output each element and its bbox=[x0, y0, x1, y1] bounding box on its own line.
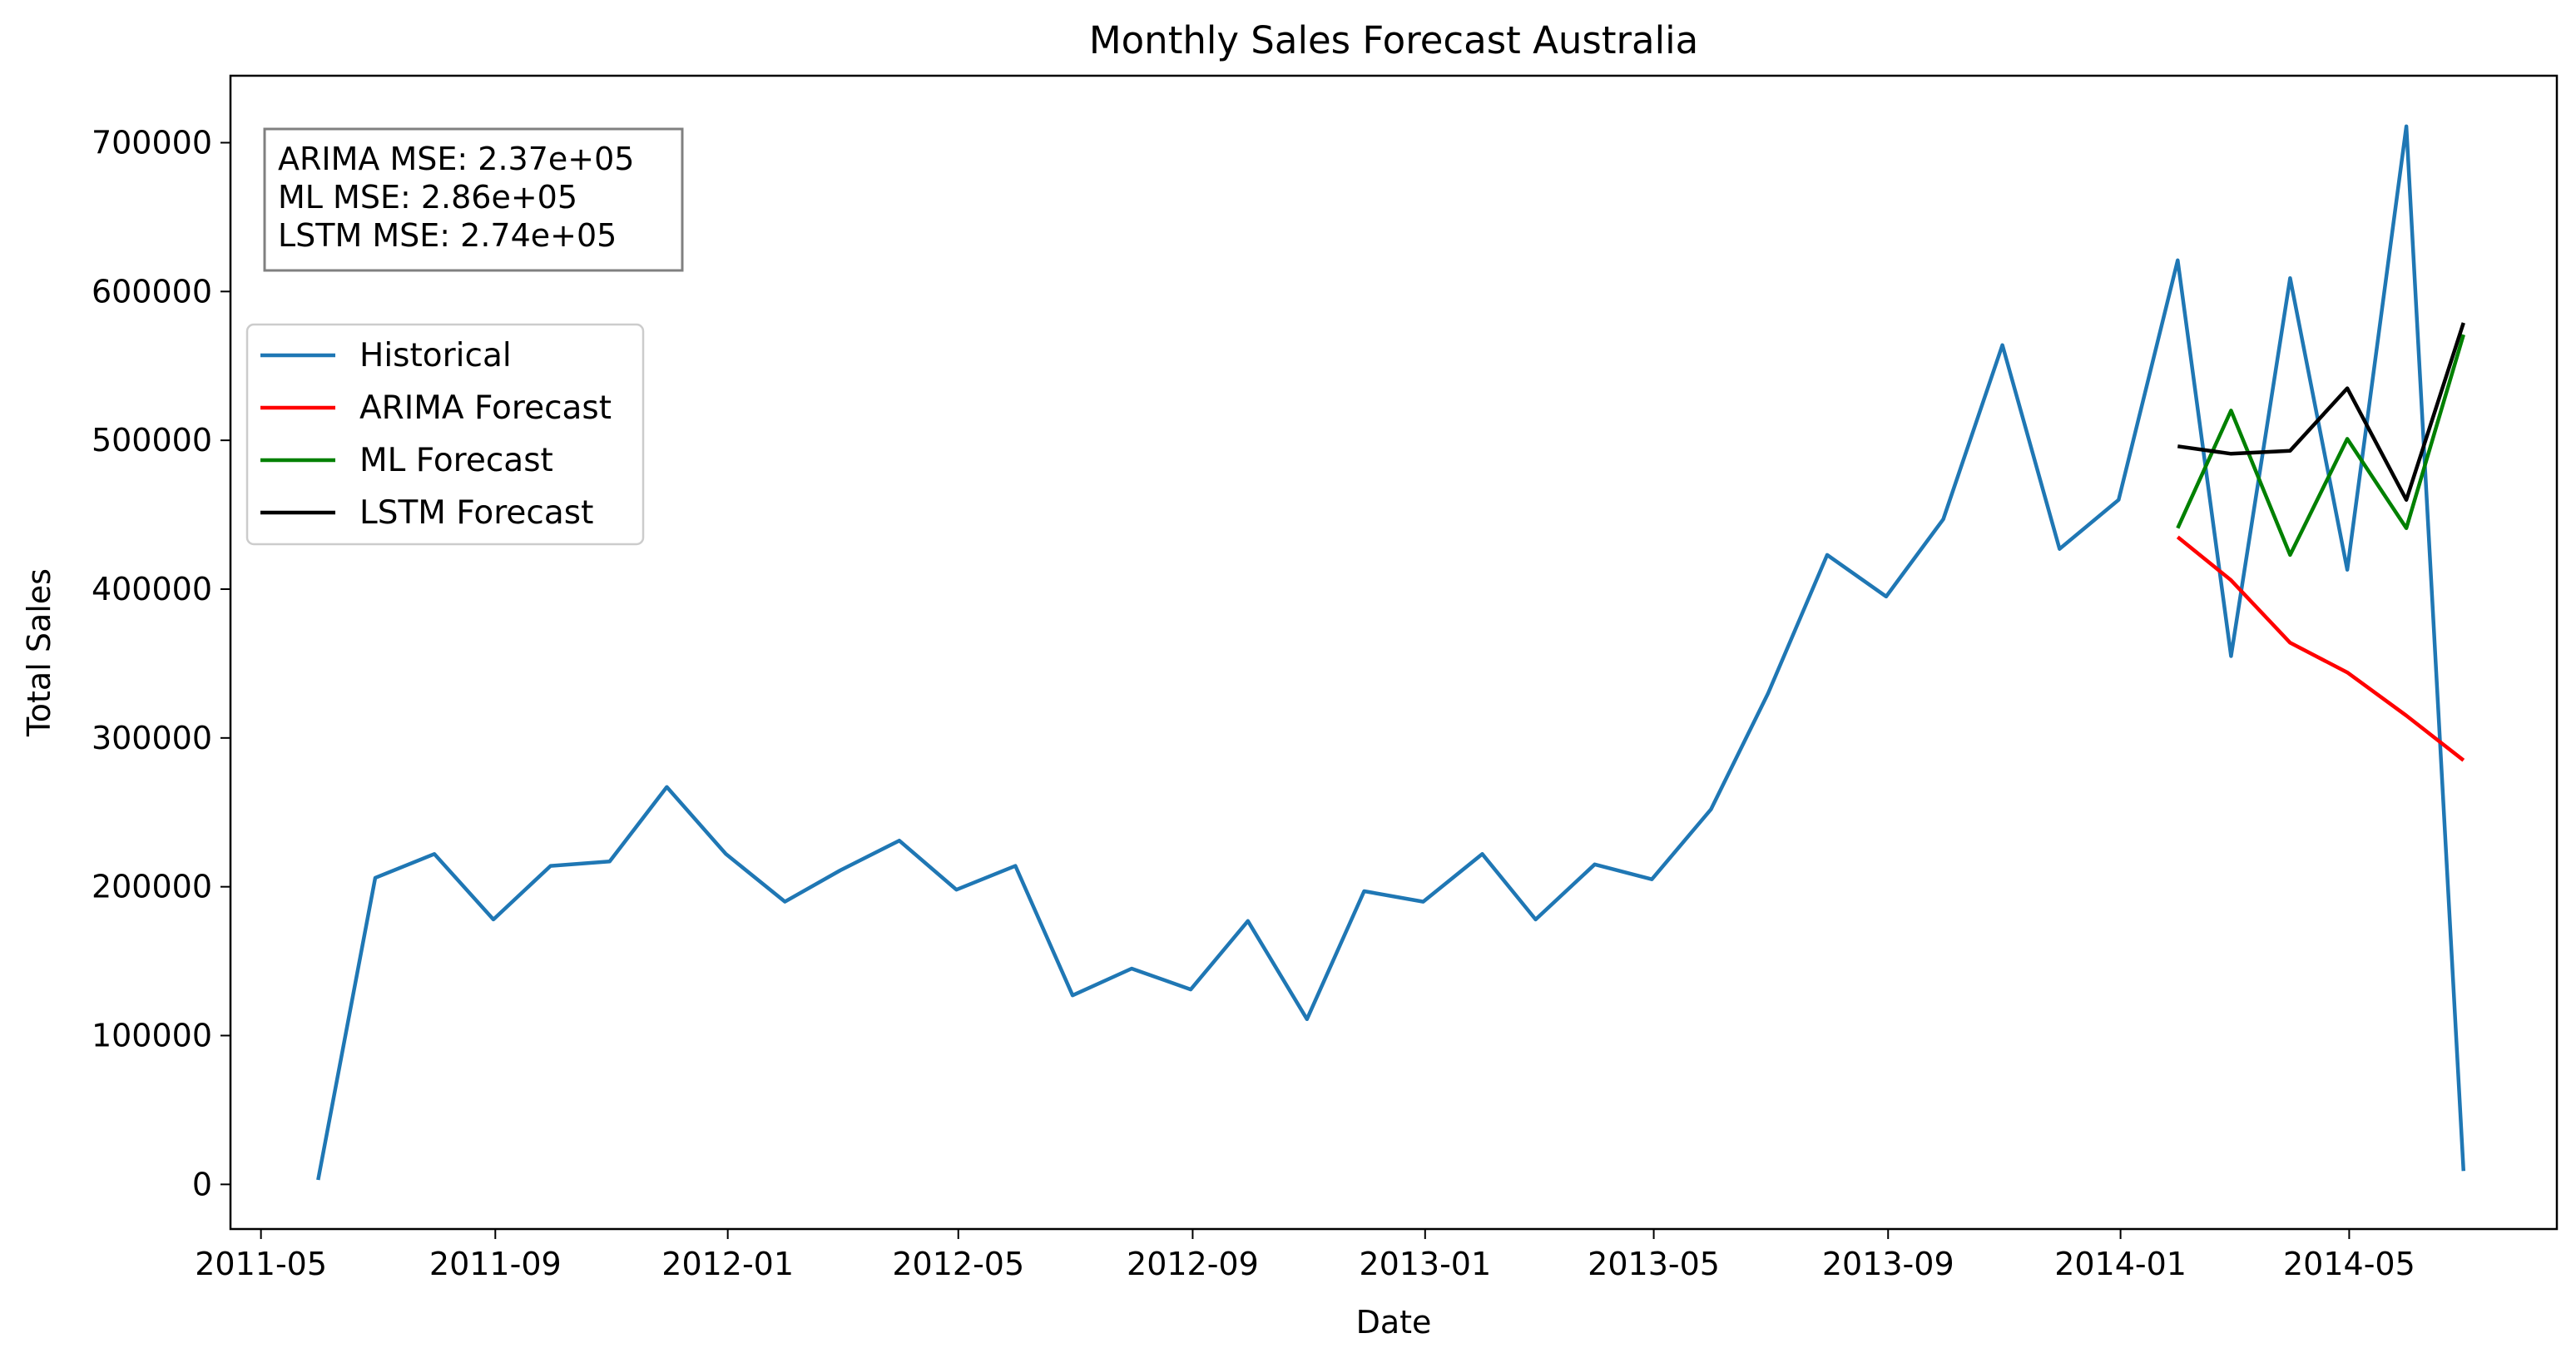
annotation-line-lstm: LSTM MSE: 2.74e+05 bbox=[278, 217, 617, 254]
y-tick-label: 100000 bbox=[92, 1018, 212, 1054]
annotation-line-ml: ML MSE: 2.86e+05 bbox=[278, 179, 577, 216]
series-line-arima-forecast bbox=[2176, 535, 2465, 762]
chart-title: Monthly Sales Forecast Australia bbox=[1089, 18, 1698, 62]
x-tick-label: 2011-05 bbox=[195, 1246, 327, 1282]
y-tick-label: 300000 bbox=[92, 720, 212, 756]
annotation-frame bbox=[263, 127, 684, 272]
legend-label-arima: ARIMA Forecast bbox=[359, 389, 612, 427]
mse-annotation-box: ARIMA MSE: 2.37e+05 ML MSE: 2.86e+05 LST… bbox=[263, 127, 684, 272]
series-line-lstm-forecast bbox=[2177, 322, 2465, 502]
y-tick-label: 200000 bbox=[92, 869, 212, 905]
y-tick-label: 700000 bbox=[92, 124, 212, 161]
x-axis-label: Date bbox=[1356, 1304, 1432, 1341]
y-tick-label: 0 bbox=[192, 1166, 212, 1202]
y-tick-label: 600000 bbox=[92, 273, 212, 310]
y-tick-label: 400000 bbox=[92, 571, 212, 607]
legend-label-lstm: LSTM Forecast bbox=[359, 494, 593, 532]
x-axis: 2011-05 2011-09 2012-01 2012-05 2012-09 2013-… bbox=[195, 1229, 2415, 1282]
y-axis-label: Total Sales bbox=[21, 568, 57, 737]
series-line-ml-forecast bbox=[2176, 334, 2465, 558]
x-tick-label: 2013-01 bbox=[1359, 1246, 1491, 1282]
series-layer bbox=[316, 124, 2466, 1181]
x-tick-label: 2014-05 bbox=[2283, 1246, 2415, 1282]
x-tick-label: 2012-05 bbox=[892, 1246, 1024, 1282]
y-tick-label: 500000 bbox=[92, 422, 212, 458]
x-tick-label: 2013-09 bbox=[1822, 1246, 1954, 1282]
legend-item-ml: ML Forecast bbox=[260, 442, 553, 479]
y-axis: 0 100000 200000 300000 400000 500000 600000 700… bbox=[92, 124, 230, 1202]
x-tick-label: 2012-09 bbox=[1127, 1246, 1259, 1282]
legend: Historical ARIMA Forecast ML Forecast LS… bbox=[245, 323, 645, 546]
annotation-line-arima: ARIMA MSE: 2.37e+05 bbox=[278, 141, 634, 177]
legend-frame bbox=[245, 323, 645, 546]
legend-item-arima: ARIMA Forecast bbox=[260, 389, 612, 427]
legend-label-ml: ML Forecast bbox=[359, 442, 553, 479]
x-tick-label: 2011-09 bbox=[429, 1246, 562, 1282]
x-tick-label: 2014-01 bbox=[2054, 1246, 2187, 1282]
x-tick-label: 2012-01 bbox=[661, 1246, 794, 1282]
legend-label-historical: Historical bbox=[359, 337, 512, 374]
plot-frame bbox=[229, 74, 2559, 1231]
x-tick-label: 2013-05 bbox=[1588, 1246, 1720, 1282]
plot-area bbox=[316, 124, 2466, 1181]
series-line-historical bbox=[316, 124, 2466, 1181]
legend-item-historical: Historical bbox=[260, 337, 512, 374]
legend-item-lstm: LSTM Forecast bbox=[260, 494, 593, 532]
